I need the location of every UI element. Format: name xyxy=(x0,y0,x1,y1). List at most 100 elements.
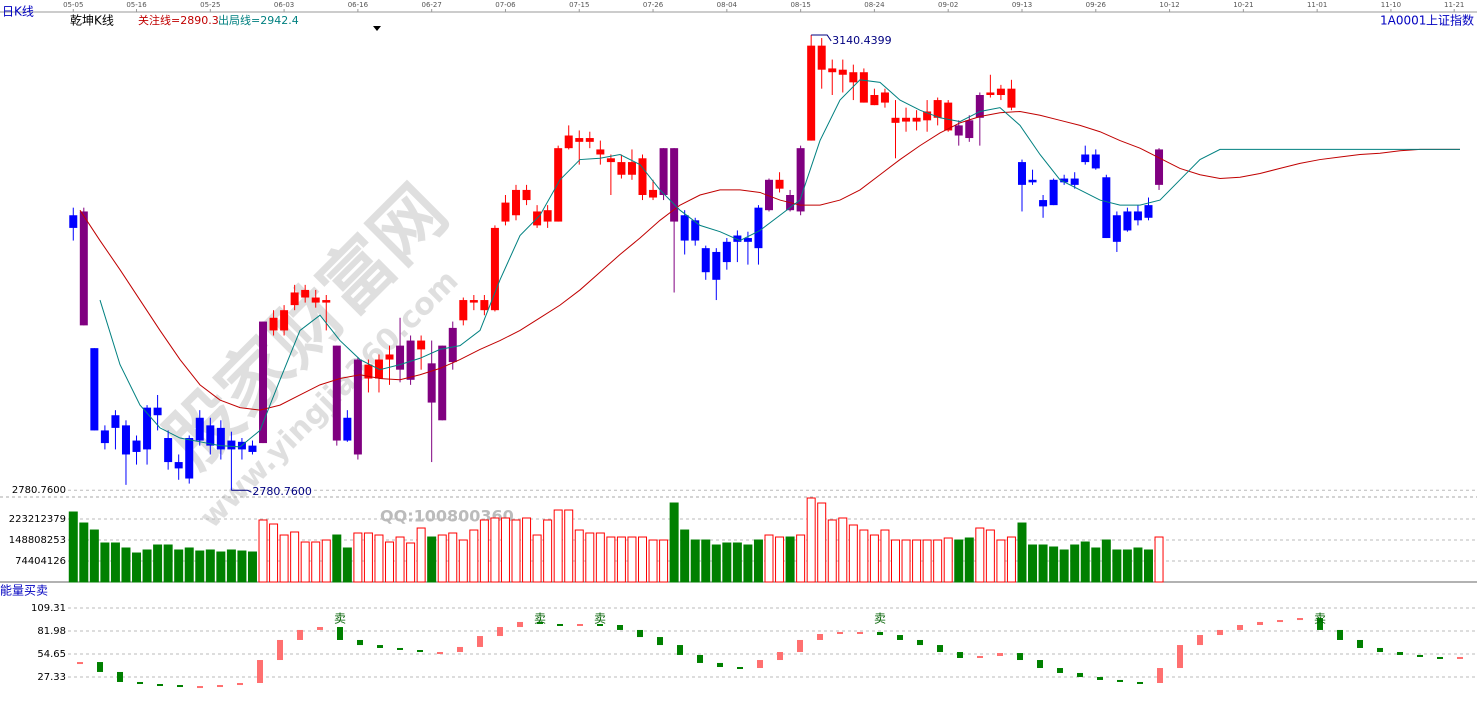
indicator-label: 乾坤K线 xyxy=(70,13,114,28)
candle-body xyxy=(100,430,109,444)
sell-signal: 卖 xyxy=(874,612,886,626)
volume-bar xyxy=(374,534,384,583)
dropdown-arrow[interactable] xyxy=(373,26,381,31)
volume-bar xyxy=(659,539,669,583)
energy-bar xyxy=(917,639,923,646)
volume-bar xyxy=(416,527,426,583)
energy-bar xyxy=(1037,660,1043,669)
volume-bar xyxy=(479,519,489,583)
volume-bar xyxy=(711,544,721,583)
candle-body xyxy=(564,135,573,149)
watermark: 股家财富网 www.yingjia360.com xyxy=(149,169,465,535)
candle-body xyxy=(1028,179,1037,183)
candle-body xyxy=(954,125,963,136)
energy-bar xyxy=(617,625,623,630)
candle-body xyxy=(1049,179,1058,206)
energy-bar xyxy=(1117,679,1123,682)
volume-bar xyxy=(332,534,342,583)
volume-bar xyxy=(574,529,584,583)
energy-bar xyxy=(1217,629,1223,636)
candle-body xyxy=(164,438,173,463)
candle-body xyxy=(79,211,88,326)
x-tick-label: 11-01 xyxy=(1307,1,1327,9)
candle-body xyxy=(206,425,215,446)
volume-bar xyxy=(142,549,152,583)
volume-bar xyxy=(216,551,226,583)
energy-bar xyxy=(997,653,1003,656)
candle-body xyxy=(332,345,341,441)
x-tick-label: 09-02 xyxy=(938,1,958,9)
volume-bar xyxy=(585,532,595,583)
volume-bar xyxy=(616,536,626,583)
volume-bar xyxy=(743,544,753,583)
volume-bar xyxy=(1070,544,1080,583)
energy-bar xyxy=(977,655,983,658)
candle-body xyxy=(111,415,120,428)
energy-bar xyxy=(797,639,803,653)
candle-body xyxy=(1017,162,1026,185)
volume-bar xyxy=(985,529,995,583)
volume-bar xyxy=(68,511,78,583)
candle-body xyxy=(406,340,415,380)
x-tick-label: 09-26 xyxy=(1086,1,1107,9)
volume-bar xyxy=(1006,536,1016,583)
energy-bar xyxy=(1257,621,1263,625)
energy-bar xyxy=(297,629,303,640)
volume-bar xyxy=(543,519,553,583)
candle-body xyxy=(743,238,752,242)
candle-body xyxy=(438,345,447,421)
candle-body xyxy=(722,241,731,263)
candle-body xyxy=(1112,215,1121,242)
volume-bar xyxy=(311,541,321,583)
volume-bar xyxy=(395,536,405,583)
volume-bar xyxy=(469,529,479,583)
candle-body xyxy=(396,345,405,370)
candle-body xyxy=(1091,154,1100,169)
candle-body xyxy=(417,340,426,350)
volume-bar xyxy=(89,529,99,583)
indicator-line xyxy=(99,79,1460,448)
volume-bar xyxy=(342,547,352,583)
volume-bar xyxy=(511,519,521,583)
volume-bar xyxy=(701,539,711,583)
volume-bar xyxy=(490,517,500,583)
candle-body xyxy=(90,348,99,431)
energy-bar xyxy=(1417,654,1423,657)
energy-bar xyxy=(1337,629,1343,640)
candle-body xyxy=(1123,211,1132,231)
candle-body xyxy=(353,359,362,455)
energy-bar xyxy=(197,686,203,689)
x-tick-label: 06-16 xyxy=(348,1,369,9)
volume-bar xyxy=(1028,544,1038,583)
energy-bar xyxy=(477,636,483,647)
volume-bar xyxy=(848,524,858,583)
energy-bar xyxy=(277,639,283,661)
annotation: 2780.7600 xyxy=(252,485,312,498)
x-tick-label: 08-15 xyxy=(790,1,810,9)
candle-body xyxy=(775,179,784,189)
candle-body xyxy=(185,438,194,479)
candle-body xyxy=(606,158,615,163)
volume-bar xyxy=(174,549,184,583)
volume-bar xyxy=(606,536,616,583)
candle-body xyxy=(975,95,984,118)
x-tick-label: 05-16 xyxy=(126,1,147,9)
energy-bar xyxy=(1017,653,1023,661)
volume-bar xyxy=(996,539,1006,583)
x-tick-label: 10-21 xyxy=(1233,1,1253,9)
volume-bar xyxy=(195,550,205,583)
candle-body xyxy=(575,138,584,142)
volume-bar xyxy=(669,502,679,583)
volume-bar xyxy=(500,517,510,583)
candle-body xyxy=(1007,88,1016,108)
candle-body xyxy=(153,407,162,416)
volume-bar xyxy=(933,539,943,583)
volume-bar xyxy=(1049,546,1059,583)
candle-body xyxy=(216,427,225,450)
volume-bar xyxy=(153,544,163,583)
x-tick-label: 08-24 xyxy=(864,1,885,9)
candle-body xyxy=(1133,211,1142,221)
energy-bar xyxy=(1297,618,1303,621)
candle-body xyxy=(490,227,499,311)
